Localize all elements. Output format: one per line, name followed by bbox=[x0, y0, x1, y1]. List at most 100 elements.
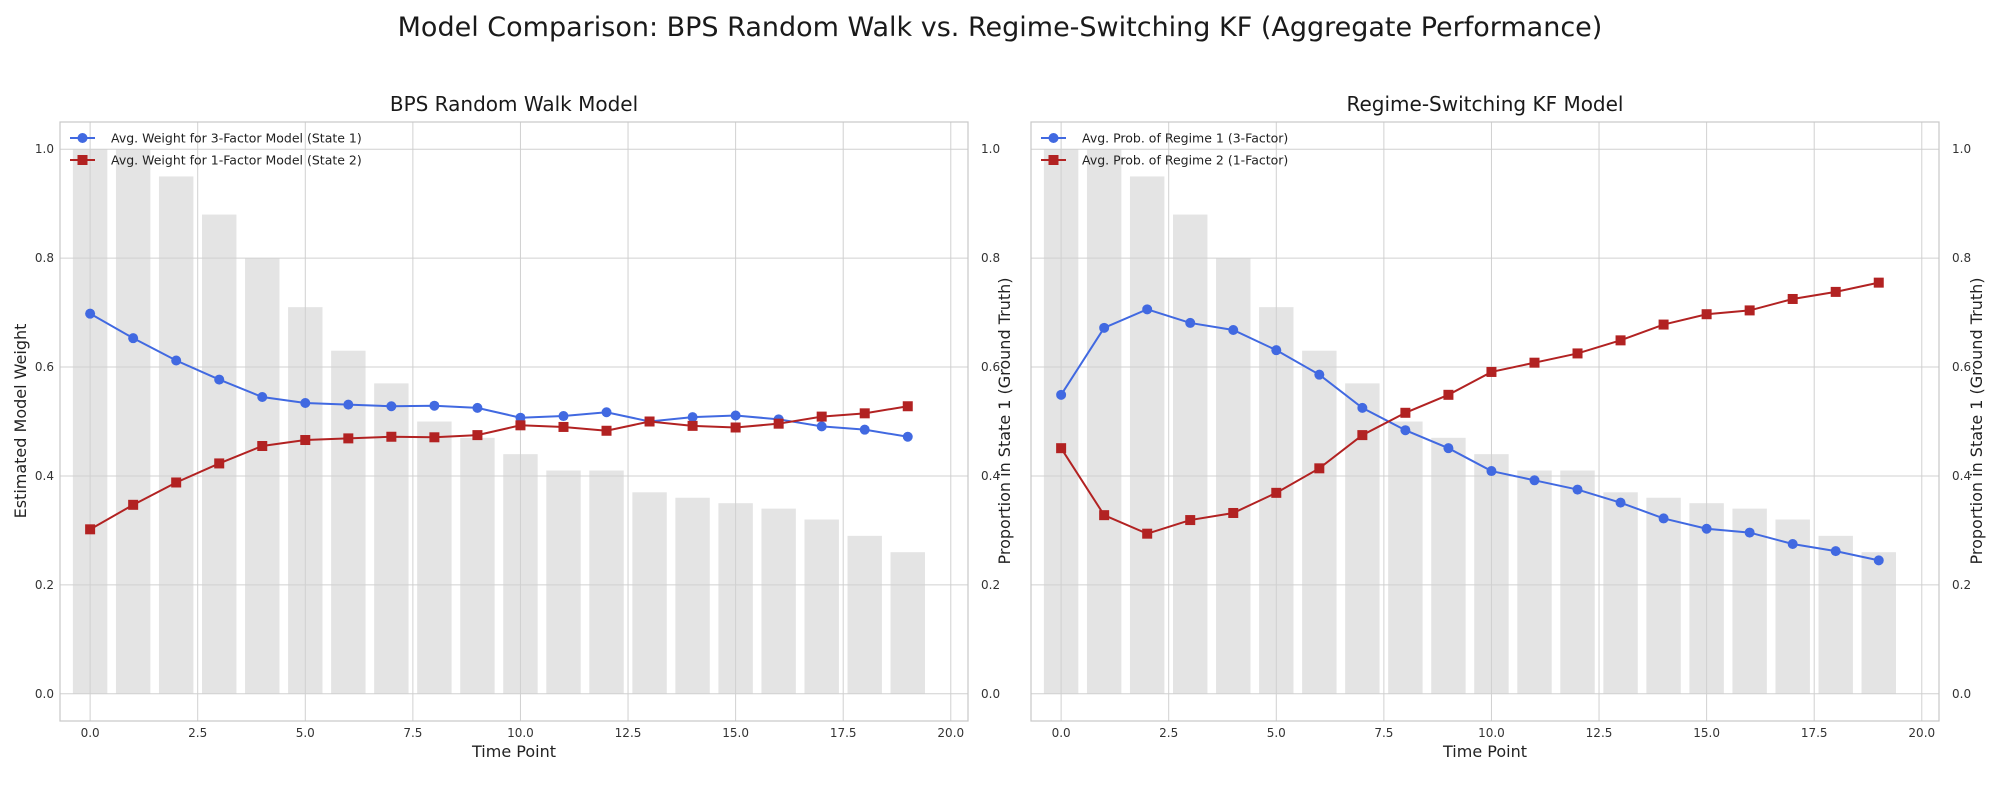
data-point bbox=[1099, 510, 1110, 521]
data-point bbox=[816, 411, 827, 422]
data-point bbox=[859, 408, 870, 419]
data-point bbox=[343, 433, 354, 444]
ground-truth-bar bbox=[417, 421, 452, 694]
y-tick-label-right: 1.0 bbox=[1952, 142, 1971, 156]
data-point bbox=[1142, 304, 1153, 315]
series-line bbox=[89, 405, 908, 531]
data-point bbox=[171, 355, 182, 366]
x-tick-label: 7.5 bbox=[403, 726, 422, 740]
data-point bbox=[1314, 369, 1325, 380]
ground-truth-bar bbox=[1603, 492, 1638, 694]
ground-truth-bar bbox=[1732, 508, 1767, 694]
y-tick-label-left: 0.4 bbox=[35, 469, 54, 483]
ground-truth-bar bbox=[546, 470, 581, 694]
y-tick-label-right: 0.0 bbox=[981, 687, 1000, 701]
data-point bbox=[386, 431, 397, 442]
y-tick-label-left: 0.6 bbox=[35, 360, 54, 374]
x-tick-label: 20.0 bbox=[1908, 726, 1935, 740]
ground-truth-bar bbox=[1086, 149, 1122, 694]
x-tick-label: 0.0 bbox=[81, 726, 100, 740]
ground-truth-bar bbox=[1129, 176, 1165, 694]
figure-title: Model Comparison: BPS Random Walk vs. Re… bbox=[398, 12, 1603, 43]
data-point bbox=[558, 421, 569, 432]
ground-truth-bar bbox=[675, 497, 710, 694]
legend-entry-regime1: Avg. Prob. of Regime 1 (3-Factor) bbox=[1041, 131, 1288, 146]
legend-marker-state1 bbox=[77, 133, 88, 143]
data-point bbox=[902, 401, 913, 412]
data-point bbox=[1099, 322, 1110, 333]
y-tick-label-left: 1.0 bbox=[35, 142, 54, 156]
data-point bbox=[1056, 443, 1067, 454]
y-tick-label-left: 0.0 bbox=[35, 687, 54, 701]
y-tick-label-right: 0.4 bbox=[1952, 469, 1971, 483]
data-point bbox=[644, 416, 655, 427]
plot-frame bbox=[1030, 121, 1940, 722]
x-tick-label: 12.5 bbox=[615, 726, 642, 740]
data-point bbox=[1271, 345, 1282, 356]
data-point bbox=[257, 441, 268, 452]
data-point bbox=[515, 412, 526, 423]
ground-truth-bar bbox=[890, 552, 925, 694]
ground-truth-bar bbox=[1818, 535, 1853, 694]
data-point bbox=[1357, 430, 1368, 441]
y-tick-label-right: 0.6 bbox=[981, 360, 1000, 374]
legend: Avg. Weight for 3-Factor Model (State 1)… bbox=[70, 131, 362, 168]
ground-truth-bar bbox=[1560, 470, 1595, 694]
ground-truth-bar bbox=[632, 492, 667, 694]
ground-truth-bar bbox=[804, 519, 839, 694]
y-tick-label-right: 0.4 bbox=[981, 469, 1000, 483]
data-point bbox=[859, 424, 870, 435]
y-tick-label-left: 0.2 bbox=[35, 578, 54, 592]
data-point bbox=[1787, 539, 1798, 550]
tick-labels: 0.0 2.5 5.0 7.5 10.0 12.5 15.0 17.5 20.0 0.0 0.2 0.… bbox=[1052, 142, 1972, 740]
x-tick-label: 7.5 bbox=[1374, 726, 1393, 740]
x-tick-label: 17.5 bbox=[830, 726, 857, 740]
y-tick-label-right: 1.0 bbox=[981, 142, 1000, 156]
y-axis-label-right: Proportion in State 1 (Ground Truth) bbox=[995, 278, 1014, 565]
legend-marker-state2 bbox=[77, 155, 88, 165]
legend-entry-state1: Avg. Weight for 3-Factor Model (State 1) bbox=[70, 131, 362, 146]
ground-truth-bar bbox=[1173, 214, 1208, 694]
data-point bbox=[1271, 487, 1282, 498]
data-point bbox=[257, 391, 268, 402]
data-point bbox=[687, 412, 698, 423]
data-point bbox=[1572, 348, 1583, 359]
x-tick-label: 10.0 bbox=[507, 726, 534, 740]
tick-labels: 0.0 2.5 5.0 7.5 10.0 12.5 15.0 17.5 20.0 0.0 0.0 0.… bbox=[35, 142, 1000, 740]
y-tick-label-right: 0.8 bbox=[1952, 251, 1971, 265]
x-tick-label: 15.0 bbox=[1693, 726, 1720, 740]
data-point bbox=[1787, 293, 1798, 304]
data-point bbox=[1873, 555, 1884, 566]
ground-truth-bar bbox=[374, 383, 409, 694]
x-axis-label: Time Point bbox=[471, 742, 556, 761]
data-point bbox=[687, 420, 698, 431]
data-point bbox=[1486, 366, 1497, 377]
data-point bbox=[601, 407, 612, 418]
data-point bbox=[1572, 484, 1583, 495]
x-tick-label: 20.0 bbox=[937, 726, 964, 740]
y-axis-label-left: Estimated Model Weight bbox=[11, 324, 30, 519]
data-point bbox=[1701, 309, 1712, 320]
data-point bbox=[429, 400, 440, 411]
data-point bbox=[386, 401, 397, 412]
data-point bbox=[1615, 497, 1626, 508]
data-point bbox=[730, 410, 741, 421]
series-lines bbox=[85, 308, 913, 535]
legend-label-state2: Avg. Weight for 1-Factor Model (State 2) bbox=[111, 153, 362, 168]
legend-marker-regime1 bbox=[1048, 133, 1059, 143]
data-point bbox=[730, 422, 741, 433]
ground-truth-bar bbox=[847, 535, 882, 694]
data-point bbox=[1185, 515, 1196, 526]
legend-marker-regime2 bbox=[1048, 155, 1059, 165]
ground-truth-bar bbox=[460, 437, 495, 694]
data-point bbox=[1658, 319, 1669, 330]
panel-title: Regime-Switching KF Model bbox=[1347, 92, 1624, 116]
data-point bbox=[558, 411, 569, 422]
data-point bbox=[128, 499, 139, 510]
x-tick-label: 0.0 bbox=[1052, 726, 1071, 740]
data-point bbox=[300, 435, 311, 446]
data-point bbox=[1142, 528, 1153, 539]
data-point bbox=[472, 430, 483, 441]
x-axis-label: Time Point bbox=[1442, 742, 1527, 761]
